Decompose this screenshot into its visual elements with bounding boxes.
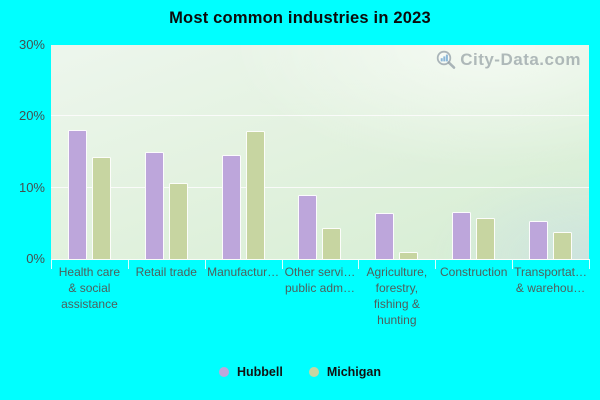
bar-group [282,45,359,259]
bar-hubbell [375,212,395,259]
bar-michigan [168,182,188,259]
legend-dot-michigan [308,367,319,377]
bar-hubbell [298,194,318,259]
bar-michigan [476,217,496,259]
bar-michigan [553,231,573,259]
x-axis-tick [127,259,129,269]
watermark: City-Data.com [435,49,581,70]
bar-group [512,45,589,259]
y-axis-label-30: 30% [18,37,45,52]
x-axis-tick [435,259,437,269]
bar-hubbell [144,152,164,259]
chart-title: Most common industries in 2023 [169,9,431,27]
city-data-logo-icon [436,50,456,69]
bar-group [205,45,282,259]
bar-michigan [399,251,419,259]
x-axis-tick [51,259,52,269]
x-axis-label: Health care & social assistance [58,265,121,311]
plot-area: City-Data.com [51,45,589,260]
bar-group [128,45,205,259]
bar-group [51,45,128,259]
x-axis-tick [589,259,590,269]
x-axis-label: Manufactur… [207,265,280,279]
legend-item-hubbell: Hubbell [218,365,283,379]
x-axis-tick [512,259,514,269]
legend-item-michigan: Michigan [308,365,381,379]
bar-hubbell [452,211,472,259]
bar-hubbell [67,129,87,259]
x-axis-tick [204,259,206,269]
bar-michigan [245,130,265,259]
bar-group [435,45,512,259]
bar-group [358,45,435,259]
legend-label-hubbell: Hubbell [236,365,283,379]
x-axis-label: Construction [440,265,508,279]
bar-michigan [91,157,111,259]
x-axis-label: Other servi… public adm… [284,265,356,295]
y-axis-label-20: 20% [18,108,45,124]
watermark-text: City-Data.com [460,49,581,69]
bar-hubbell [529,221,549,259]
legend: Hubbell Michigan [0,365,600,379]
x-axis-label: Agriculture, forestry, fishing & hunting [366,265,428,327]
legend-dot-hubbell [218,367,229,377]
bar-hubbell [221,154,241,259]
legend-label-michigan: Michigan [326,365,381,379]
y-axis-label-0: 0% [26,251,45,266]
gridline-10 [51,186,589,188]
x-axis-tick [358,259,360,269]
gridline-20 [51,115,589,117]
x-axis-tick [281,259,283,269]
y-axis-label-10: 10% [18,179,45,195]
bar-michigan [322,227,342,259]
x-axis-label: Retail trade [135,265,197,279]
x-axis-label: Transportat… & warehou… [514,265,588,295]
